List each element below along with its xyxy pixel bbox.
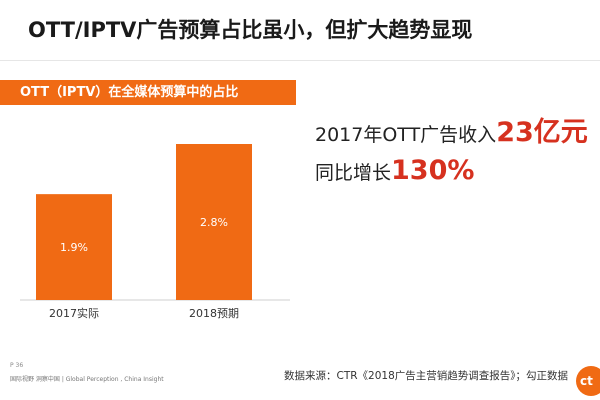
ctr-logo: ct [576, 366, 600, 396]
category-label-0: 2017实际 [49, 306, 99, 320]
callout-growth-value: 130% [391, 155, 475, 186]
callout-growth-label: 同比增长 [315, 162, 392, 184]
page-number: P 36 [10, 362, 24, 369]
category-label-1: 2018预期 [189, 307, 239, 320]
callout-revenue-value: 23亿元 [496, 117, 588, 148]
footer-tagline: 国际视野 洞察中国 | Global Perception , China In… [10, 376, 164, 383]
callout-revenue: 2017年OTT广告收入23亿元 [315, 110, 588, 149]
callout-revenue-label: 2017年OTT广告收入 [315, 124, 497, 146]
page-title: OTT/IPTV广告预算占比虽小，但扩大趋势显现 [28, 18, 473, 42]
data-source: 数据来源：CTR《2018广告主营销趋势调查报告》；勾正数据 [284, 370, 569, 382]
bar-0 [36, 194, 112, 300]
bar-value-label-1: 2.8% [200, 216, 228, 229]
bar-value-label-0: 1.9% [60, 241, 88, 254]
title-divider [0, 60, 600, 61]
chart-title-bar: OTT（IPTV）在全媒体预算中的占比 [0, 80, 296, 105]
bar-1 [176, 144, 252, 300]
callout-growth: 同比增长130% [315, 155, 474, 186]
